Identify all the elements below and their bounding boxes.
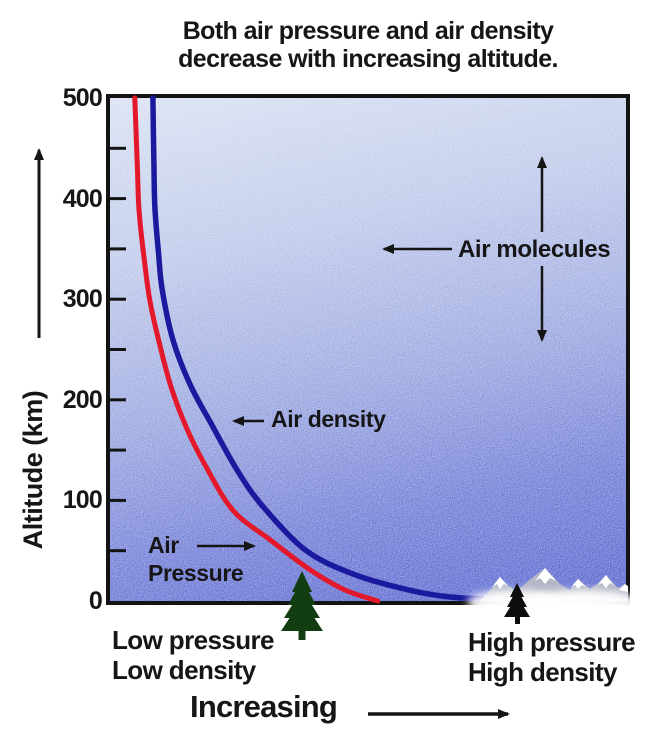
air-pressure-label-line2: Pressure bbox=[148, 560, 244, 586]
chart-title-line2: decrease with increasing altitude. bbox=[178, 45, 558, 73]
high-pressure-density-label: High pressure High density bbox=[468, 627, 636, 687]
low-pressure-density-label: Low pressure Low density bbox=[112, 625, 274, 685]
air-pressure-label-line1: Air bbox=[148, 532, 179, 558]
low-pressure-line: Low pressure bbox=[112, 625, 274, 655]
y-tick-label-200: 200 bbox=[62, 386, 103, 414]
x-axis-title: Increasing bbox=[190, 689, 338, 724]
chart-title-line1: Both air pressure and air density bbox=[182, 17, 554, 45]
plot-area bbox=[106, 94, 630, 605]
y-tick-label-100: 100 bbox=[62, 486, 103, 514]
air-pressure-label: Air Pressure bbox=[148, 531, 244, 587]
high-pressure-line: High pressure bbox=[468, 627, 636, 657]
y-axis-title: Altitude (km) bbox=[18, 390, 48, 550]
air-density-label: Air density bbox=[271, 406, 386, 432]
chart-title: Both air pressure and air density decrea… bbox=[106, 17, 630, 73]
low-density-line: Low density bbox=[112, 655, 256, 685]
air-molecules-label: Air molecules bbox=[458, 236, 611, 263]
y-tick-label-500: 500 bbox=[62, 84, 103, 112]
y-tick-label-300: 300 bbox=[62, 285, 103, 313]
y-tick-label-400: 400 bbox=[62, 185, 103, 213]
y-tick-label-0: 0 bbox=[88, 587, 103, 615]
high-density-line: High density bbox=[468, 657, 617, 687]
